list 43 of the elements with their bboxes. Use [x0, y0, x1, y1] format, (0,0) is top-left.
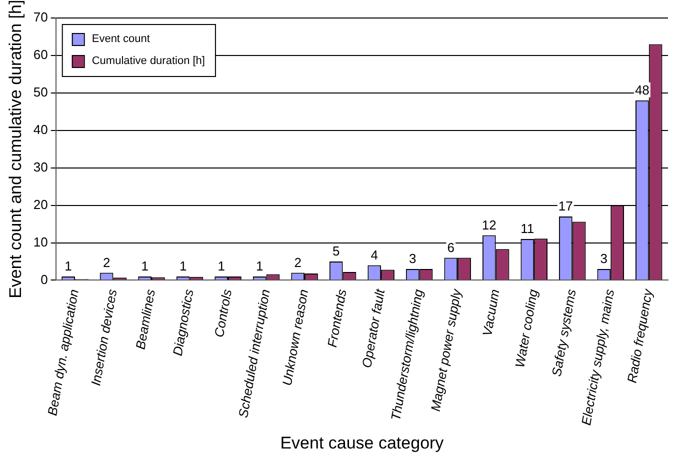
y-tick-label: 60: [33, 47, 48, 62]
x-tick-label: Controls: [211, 288, 235, 338]
x-tick-label: Unknown reason: [279, 288, 312, 387]
data-label: 12: [482, 217, 496, 232]
x-tick-label: Beam dyn. application: [44, 288, 82, 417]
x-tick-label: Diagnostics: [170, 288, 196, 357]
legend-label: Event count: [92, 33, 150, 46]
data-label: 1: [64, 258, 72, 274]
x-tick-label: Radio frequency: [624, 286, 656, 384]
x-tick-label: Water cooling: [512, 287, 541, 369]
x-tick-label: Safety systems: [548, 288, 579, 378]
y-axis-title: Event count and cumulative duration [h]: [6, 0, 25, 298]
data-label: 2: [102, 254, 110, 270]
data-label: 48: [634, 82, 650, 98]
data-label: 3: [409, 251, 416, 266]
x-tick-label: Scheduled interruption: [235, 288, 273, 419]
data-label: 11: [520, 221, 534, 236]
y-tick-label: 70: [33, 10, 48, 25]
data-label: 4: [370, 247, 378, 262]
y-tick-label: 30: [33, 159, 48, 174]
data-label: 17: [558, 198, 573, 214]
data-label: 6: [447, 240, 454, 255]
data-label: 1: [141, 258, 148, 274]
x-axis-title: Event cause category: [280, 433, 444, 452]
data-label: 1: [179, 258, 187, 274]
x-tick-label: Vacuum: [479, 288, 502, 338]
y-tick-label: 40: [33, 122, 48, 137]
y-tick-label: 0: [40, 272, 48, 287]
data-label: 2: [294, 254, 302, 270]
y-tick-label: 50: [33, 84, 48, 100]
x-tick-label: Insertion devices: [88, 288, 120, 387]
data-label: 3: [600, 251, 608, 266]
data-label: 1: [256, 258, 264, 274]
x-tick-label: Beamlines: [132, 288, 158, 351]
legend-label: Cumulative duration [h]: [92, 55, 205, 68]
x-tick-label: Electricity supply, mains: [578, 288, 618, 426]
y-tick-label: 20: [33, 196, 48, 212]
data-label: 5: [332, 244, 340, 259]
x-tick-label: Frontends: [324, 288, 350, 348]
y-tick-label: 10: [33, 234, 48, 250]
x-tick-label: Operator fault: [358, 286, 388, 370]
data-label: 1: [218, 258, 225, 274]
x-tick-label: Magnet power supply: [428, 286, 464, 412]
